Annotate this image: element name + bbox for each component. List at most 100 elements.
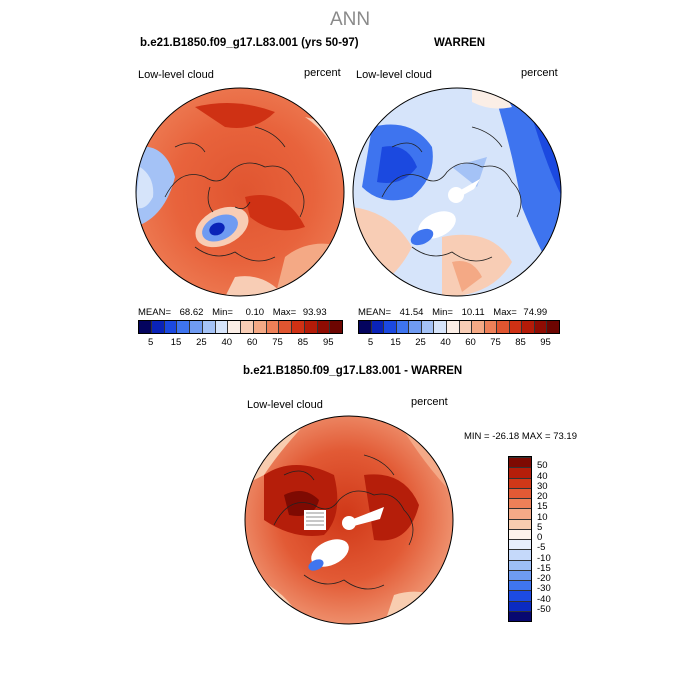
panel1-colorbar-swatch: [279, 321, 292, 333]
panel3-units-label: percent: [411, 396, 448, 408]
panel3-colorbar-swatch: [509, 600, 531, 611]
panel3-colorbar-tick-label: 50: [537, 460, 548, 472]
panel1-colorbar-swatch: [139, 321, 152, 333]
panel2-colorbar-tick-label: 15: [390, 337, 401, 348]
panel2-mean-label: MEAN=: [358, 307, 391, 318]
panel1-colorbar-tick-label: 75: [272, 337, 283, 348]
panel1-colorbar-swatch: [330, 321, 342, 333]
panel2-colorbar-swatch: [534, 321, 548, 333]
panel1-title: b.e21.B1850.f09_g17.L83.001 (yrs 50-97): [140, 37, 359, 49]
panel2-colorbar-swatch: [446, 321, 460, 333]
panel3-colorbar-swatch: [509, 590, 531, 601]
panel3-polar-map: [244, 415, 454, 625]
panel1-max-value: 93.93: [302, 307, 327, 318]
panel2-mean-value: 41.54: [399, 307, 424, 318]
panel1-colorbar-swatch: [228, 321, 241, 333]
panel2-greenland-edge: [410, 228, 434, 246]
panel1-colorbar-swatch: [164, 321, 178, 333]
panel2-colorbar-swatch: [509, 321, 523, 333]
panel1-variable-label: Low-level cloud: [138, 69, 214, 81]
panel2-colorbar-tick-label: 40: [440, 337, 451, 348]
panel1-colorbar-tick-label: 85: [297, 337, 309, 348]
panel3-colorbar-tick-label: -10: [537, 552, 551, 564]
panel2-colorbar-tick-label: 25: [415, 337, 426, 348]
panel1-low-region-west-inner: [136, 167, 154, 209]
panel1-min-value: 0.10: [245, 307, 265, 318]
panel1-colorbar-swatch: [177, 321, 190, 333]
panel2-mid-region-south-core: [452, 261, 482, 292]
panel2-colorbar: [358, 320, 560, 334]
panel3-colorbar-tick-label: 15: [537, 501, 548, 513]
panel2-colorbar-tick-label: 85: [515, 337, 526, 348]
panel3-colorbar-tick-label: 30: [537, 480, 548, 492]
panel3-max-region: [284, 491, 319, 516]
panel1-colorbar-tick-label: 95: [323, 337, 334, 348]
panel3-colorbar-tick-label: 20: [537, 491, 548, 502]
panel1-colorbar-tick-label: 25: [196, 337, 207, 348]
panel3-colorbar-tick-label: -20: [537, 573, 551, 584]
panel1-max-label: Max=: [272, 307, 297, 318]
panel2-colorbar-tick-label: 5: [367, 337, 374, 348]
panel2-min-label: Min=: [432, 307, 453, 318]
panel1-colorbar-swatch: [253, 321, 267, 333]
panel1-colorbar-tick-label: 15: [170, 337, 182, 348]
panel3-colorbar-tick-label: 10: [537, 511, 548, 523]
panel2-colorbar-swatch: [484, 321, 498, 333]
panel1-low-region-west: [136, 146, 175, 227]
panel1-colorbar-tick-label: 40: [221, 337, 233, 348]
panel3-negative-region: [308, 559, 324, 571]
panel3-colorbar-swatch: [509, 559, 531, 570]
panel2-stats: MEAN= 41.54 Min= 10.11 Max= 74.99: [358, 307, 547, 318]
panel3-colorbar-swatch: [509, 549, 531, 560]
panel1-greenland-core: [209, 222, 225, 236]
panel3-colorbar-swatch: [509, 580, 531, 591]
panel2-colorbar-swatch: [384, 321, 397, 333]
panel1-coastlines-2: [207, 186, 251, 213]
panel2-map-border: [352, 87, 562, 297]
panel1-colorbar-swatch: [317, 321, 331, 333]
panel1-colorbar-swatch: [190, 321, 203, 333]
panel1-colorbar-swatch: [292, 321, 305, 333]
panel3-colorbar-swatch: [509, 610, 531, 621]
panel3-colorbar-swatch: [509, 528, 531, 539]
panel2-polar-map: [352, 87, 562, 297]
panel3-title: b.e21.B1850.f09_g17.L83.001 - WARREN: [243, 365, 463, 377]
panel2-colorbar-swatch: [522, 321, 535, 333]
panel3-minmax: MIN = -26.18 MAX = 73.19: [464, 431, 578, 442]
panel3-hatch-lines: [306, 512, 324, 526]
panel1-colorbar-tick-label: 60: [246, 337, 258, 348]
panel1-units-label: percent: [304, 67, 341, 79]
panel1-mean-value: 68.62: [179, 307, 204, 318]
panel1-high-region-center: [245, 195, 305, 231]
panel2-colorbar-swatch: [421, 321, 435, 333]
panel1-colorbar-swatch: [304, 321, 318, 333]
panel2-units-label: percent: [521, 67, 558, 79]
figure-title: ANN: [329, 9, 371, 30]
panel1-mean-label: MEAN=: [138, 307, 171, 318]
panel3-high-region-east: [364, 474, 419, 541]
panel2-arctic-ocean: [452, 157, 487, 187]
panel1-colorbar: [138, 320, 343, 334]
panel3-variable-label: Low-level cloud: [247, 399, 323, 411]
panel2-colorbar-tick-label: 75: [490, 337, 501, 348]
panel2-colorbar-swatch: [434, 321, 447, 333]
panel1-stats: MEAN= 68.62 Min= 0.10 Max= 93.93: [138, 307, 327, 318]
panel3-missing-wedge: [348, 507, 384, 527]
panel3-colorbar-tick-label: 40: [537, 470, 548, 482]
panel3-colorbar-tick-label: -40: [537, 593, 551, 605]
panel2-colorbar-tick-label: 95: [540, 337, 551, 348]
panel1-min-label: Min=: [212, 307, 233, 318]
panel2-colorbar-tick-label: 60: [465, 337, 476, 348]
panel1-colorbar-swatch: [241, 321, 254, 333]
panel3-colorbar-tick-label: 0: [537, 532, 543, 543]
panel2-missing-pole: [448, 187, 464, 203]
panel2-colorbar-swatch: [547, 321, 559, 333]
panel3-map-border: [244, 415, 454, 625]
panel3-colorbar-swatch: [509, 508, 531, 519]
panel2-colorbar-swatch: [359, 321, 372, 333]
panel3-colorbar-swatch: [509, 457, 531, 468]
panel1-colorbar-swatch: [151, 321, 165, 333]
panel2-colorbar-swatch: [396, 321, 410, 333]
panel2-max-label: Max=: [493, 307, 517, 318]
panel3-colorbar-tick-label: -50: [537, 603, 551, 615]
